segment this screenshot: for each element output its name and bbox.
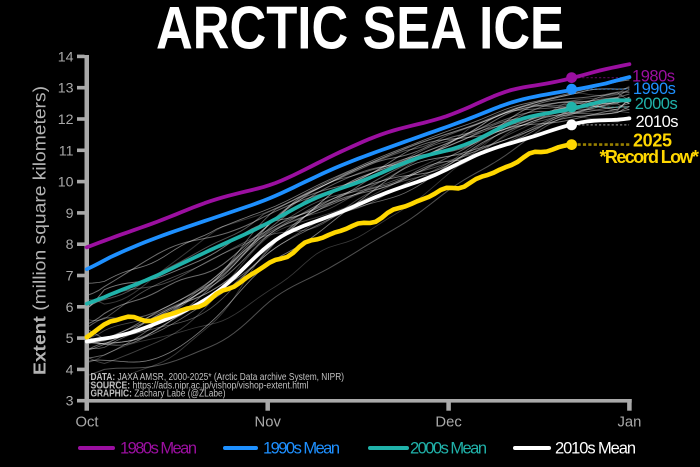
svg-text:SOURCE: https://ads.nipr.ac.jp: SOURCE: https://ads.nipr.ac.jp/vishop/vi… bbox=[91, 380, 309, 391]
svg-text:ARCTIC SEA ICE: ARCTIC SEA ICE bbox=[156, 0, 564, 61]
svg-text:11: 11 bbox=[59, 143, 74, 159]
svg-text:14: 14 bbox=[58, 49, 74, 65]
svg-text:12: 12 bbox=[58, 112, 74, 128]
svg-text:3: 3 bbox=[66, 394, 74, 410]
svg-text:5: 5 bbox=[66, 331, 74, 347]
svg-text:13: 13 bbox=[58, 81, 74, 97]
svg-text:Dec: Dec bbox=[435, 415, 462, 431]
svg-text:6: 6 bbox=[66, 300, 74, 316]
svg-text:Jan: Jan bbox=[617, 415, 641, 431]
svg-text:10: 10 bbox=[58, 175, 74, 191]
svg-text:1980s Mean: 1980s Mean bbox=[120, 439, 197, 457]
svg-text:*Record Low*: *Record Low* bbox=[600, 147, 700, 167]
svg-text:1990s: 1990s bbox=[633, 80, 676, 98]
svg-text:Oct: Oct bbox=[75, 415, 98, 431]
svg-text:Extent (million square kilomet: Extent (million square kilometers) bbox=[30, 86, 50, 375]
svg-text:8: 8 bbox=[66, 237, 74, 253]
svg-text:2010s Mean: 2010s Mean bbox=[555, 439, 636, 457]
svg-text:2000s Mean: 2000s Mean bbox=[410, 439, 487, 457]
svg-text:GRAPHIC: Zachary Labe (@ZLabe): GRAPHIC: Zachary Labe (@ZLabe) bbox=[91, 389, 226, 400]
svg-text:1980s: 1980s bbox=[632, 68, 675, 86]
svg-text:9: 9 bbox=[66, 206, 74, 222]
svg-text:DATA: JAXA AMSR, 2000-2025* (A: DATA: JAXA AMSR, 2000-2025* (Arctic Data… bbox=[91, 372, 345, 383]
svg-text:2025: 2025 bbox=[633, 131, 672, 151]
svg-text:2010s: 2010s bbox=[636, 113, 679, 131]
svg-text:Nov: Nov bbox=[255, 415, 282, 431]
svg-text:2000s: 2000s bbox=[635, 95, 678, 113]
svg-text:7: 7 bbox=[66, 269, 74, 285]
svg-text:4: 4 bbox=[66, 362, 74, 378]
svg-text:1990s Mean: 1990s Mean bbox=[263, 439, 340, 457]
